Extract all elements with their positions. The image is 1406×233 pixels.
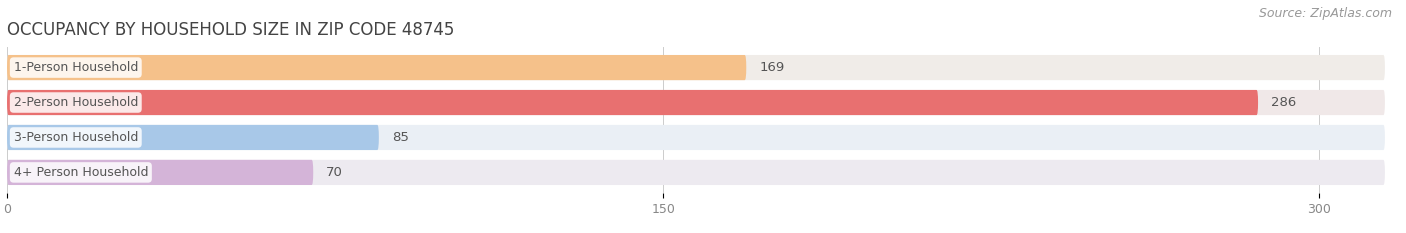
FancyBboxPatch shape [7, 125, 1385, 150]
Text: 70: 70 [326, 166, 343, 179]
FancyBboxPatch shape [7, 125, 378, 150]
Text: OCCUPANCY BY HOUSEHOLD SIZE IN ZIP CODE 48745: OCCUPANCY BY HOUSEHOLD SIZE IN ZIP CODE … [7, 21, 454, 39]
FancyBboxPatch shape [7, 90, 1385, 115]
FancyBboxPatch shape [7, 55, 1385, 80]
Text: 286: 286 [1271, 96, 1296, 109]
FancyBboxPatch shape [7, 55, 747, 80]
Text: 3-Person Household: 3-Person Household [14, 131, 138, 144]
Text: 85: 85 [392, 131, 409, 144]
Text: 169: 169 [759, 61, 785, 74]
Text: 4+ Person Household: 4+ Person Household [14, 166, 148, 179]
Text: Source: ZipAtlas.com: Source: ZipAtlas.com [1258, 7, 1392, 20]
Text: 2-Person Household: 2-Person Household [14, 96, 138, 109]
FancyBboxPatch shape [7, 160, 1385, 185]
FancyBboxPatch shape [7, 90, 1258, 115]
Text: 1-Person Household: 1-Person Household [14, 61, 138, 74]
FancyBboxPatch shape [7, 160, 314, 185]
